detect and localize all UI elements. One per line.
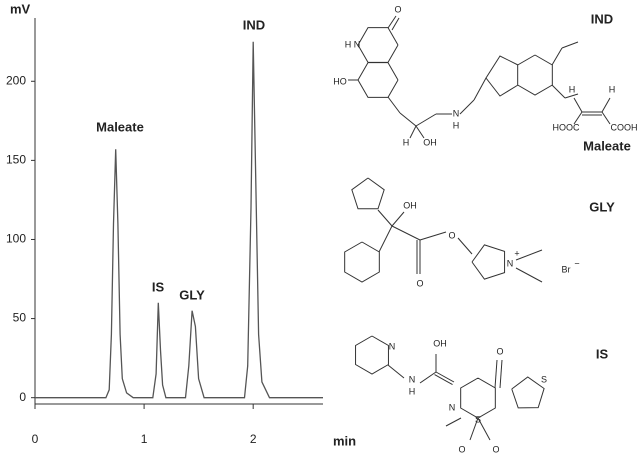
y-tick-label: 200 — [6, 73, 26, 87]
bond — [399, 112, 417, 127]
atom-label: + — [514, 248, 519, 258]
y-tick-label: 50 — [13, 311, 27, 325]
atom-label: HO — [333, 76, 347, 86]
peak-label: GLY — [179, 287, 205, 302]
atom-label: H — [609, 84, 616, 94]
bond — [601, 111, 611, 125]
bond — [387, 364, 405, 379]
bond — [477, 417, 491, 441]
bond — [573, 111, 583, 125]
ring — [357, 62, 399, 98]
bond — [409, 125, 417, 139]
atom-label: O — [416, 278, 423, 288]
ring — [351, 177, 385, 210]
bond — [378, 225, 393, 253]
bond — [434, 374, 453, 386]
atom-label: HOOC — [553, 122, 581, 132]
y-tick-label: 0 — [19, 390, 26, 404]
ring — [511, 376, 545, 409]
structure-label: GLY — [589, 199, 615, 214]
atom-label: N — [507, 258, 514, 268]
atom-label: OH — [433, 338, 447, 348]
bond — [494, 359, 498, 389]
bond — [515, 249, 543, 261]
bond — [435, 371, 455, 383]
structure-label: Maleate — [583, 138, 631, 153]
atom-label: COOH — [611, 122, 638, 132]
bond — [601, 97, 611, 113]
structure-label: IND — [591, 11, 613, 26]
structure-label: IS — [596, 346, 609, 361]
atom-label: O — [496, 346, 503, 356]
ring — [344, 241, 380, 283]
peak-label: Maleate — [96, 119, 144, 134]
ring — [460, 377, 496, 419]
bond — [419, 371, 437, 384]
atom-label: N — [389, 341, 396, 351]
atom-label: H — [345, 39, 352, 49]
atom-label: − — [574, 258, 579, 268]
atom-label: OH — [403, 200, 417, 210]
bond — [415, 113, 437, 127]
atom-label: Br — [562, 264, 571, 274]
atom-label: S — [475, 414, 481, 424]
atom-label: N — [453, 108, 460, 118]
x-tick-label: 0 — [32, 432, 39, 446]
x-tick-label: 1 — [141, 432, 148, 446]
peak-label: IS — [152, 279, 165, 294]
atom-label: N — [409, 374, 416, 384]
atom-label: H — [453, 120, 460, 130]
bond — [551, 47, 563, 66]
atom-label: H — [403, 137, 410, 147]
bond — [387, 15, 397, 29]
bond — [419, 231, 447, 241]
bond — [387, 96, 401, 114]
atom-label: H — [409, 386, 416, 396]
y-axis-label: mV — [10, 1, 31, 16]
bond — [469, 417, 479, 441]
bond — [573, 97, 583, 113]
ring — [357, 27, 399, 63]
peak-label: IND — [243, 17, 265, 32]
atom-label: N — [449, 402, 456, 412]
atom-label: O — [458, 444, 465, 454]
bond — [377, 209, 393, 227]
ring — [485, 55, 519, 97]
x-axis-label: min — [333, 433, 356, 448]
bond — [391, 17, 400, 31]
atom-label: O — [492, 444, 499, 454]
bond — [445, 417, 462, 427]
bond — [459, 99, 475, 115]
trace — [35, 41, 323, 399]
bond — [457, 237, 473, 255]
bond — [564, 93, 579, 99]
bond — [473, 77, 487, 101]
bond — [391, 225, 421, 241]
y-tick-label: 150 — [6, 153, 26, 167]
y-tick-label: 100 — [6, 232, 26, 246]
ring — [471, 244, 506, 280]
atom-label: H — [569, 84, 576, 94]
x-tick-label: 2 — [250, 432, 257, 446]
bond — [391, 211, 405, 227]
atom-label: S — [541, 374, 547, 384]
atom-label: O — [394, 4, 401, 14]
bond — [515, 267, 543, 283]
bond — [551, 84, 566, 99]
ring — [517, 54, 553, 96]
bond — [415, 125, 425, 139]
bond — [561, 41, 579, 49]
atom-label: O — [448, 230, 455, 240]
ring — [355, 335, 389, 375]
atom-label: N — [354, 39, 361, 49]
bond — [499, 359, 503, 389]
atom-label: OH — [423, 137, 437, 147]
